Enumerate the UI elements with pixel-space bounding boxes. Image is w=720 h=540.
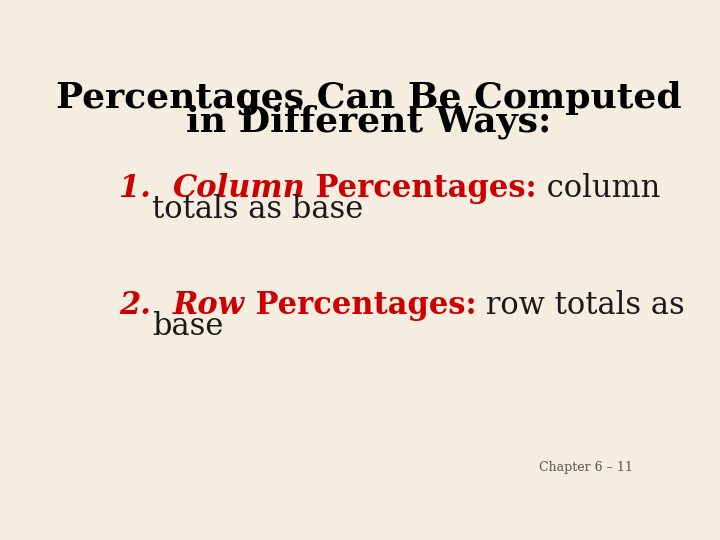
Text: 2.: 2. [120,289,173,321]
Text: Percentages Can Be Computed: Percentages Can Be Computed [56,80,682,114]
Text: Row: Row [173,289,245,321]
Text: base: base [152,311,223,342]
Text: in Different Ways:: in Different Ways: [186,105,552,139]
Text: totals as base: totals as base [152,194,364,225]
Text: 1.: 1. [120,173,173,204]
Text: row totals as: row totals as [477,289,685,321]
Text: Column: Column [173,173,305,204]
Text: Percentages:: Percentages: [305,173,537,204]
Text: column: column [537,173,660,204]
Text: Percentages:: Percentages: [245,289,477,321]
Text: Chapter 6 – 11: Chapter 6 – 11 [539,462,632,475]
